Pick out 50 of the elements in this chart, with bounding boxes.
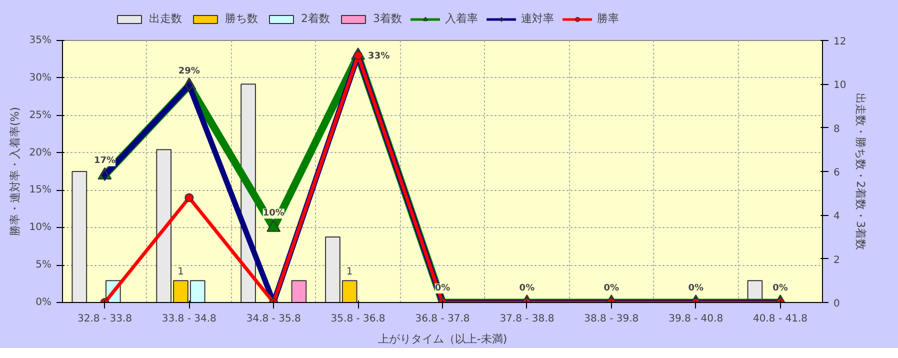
legend-label: 出走数 [149,11,182,26]
y2-tick-label: 2 [834,254,840,266]
x-tick-label: 40.8 - 41.8 [753,314,808,324]
y2-tick-label: 0 [834,298,840,310]
y2-tick-label: 12 [834,36,846,48]
y2-axis-title: 出走数・勝ち数・2着数・3着数 [854,93,868,250]
y-tick-label: 10% [29,222,52,234]
x-tick-label: 35.8 - 36.8 [330,314,386,324]
data-label: 1 [346,266,353,278]
point [185,80,194,92]
data-label: 0% [519,284,535,294]
legend-label: 勝ち数 [225,11,258,26]
y-tick-label: 20% [29,147,52,158]
bar [72,171,88,302]
data-label: 0% [772,284,788,294]
legend-label: 連対率 [521,11,554,26]
data-label: 0% [604,284,620,294]
data-label: 33% [368,51,390,62]
legend-label: 勝率 [597,11,619,26]
y2-tick-label: 10 [834,80,846,92]
y-tick-label: 25% [29,110,52,121]
x-tick-label: 39.8 - 40.8 [668,314,724,324]
point [266,220,281,232]
data-label: 0% [434,284,450,294]
x-tick-label: 33.8 - 34.8 [162,314,216,324]
data-label: 17% [94,156,116,166]
data-label: 29% [178,66,200,76]
x-tick-label: 34.8 - 35.8 [246,314,301,324]
legend-label: 2着数 [301,11,330,26]
data-label: 0% [688,284,704,294]
x-tick-label: 36.8 - 37.8 [415,314,470,324]
x-tick-label: 38.8 - 39.8 [584,314,639,324]
y-tick-label: 30% [29,72,52,84]
y2-tick-label: 4 [834,211,840,222]
y-tick-label: 35% [29,35,52,46]
y-tick-label: 0% [36,297,52,308]
data-label: 1 [178,266,184,278]
data-label: 10% [262,208,284,219]
point [100,169,109,181]
y-tick-label: 5% [36,260,52,271]
x-axis-title: 上がりタイム（以上-未満) [378,332,508,346]
bar [291,280,307,302]
y2-tick-label: 6 [834,168,840,178]
x-tick-label: 32.8 - 33.8 [77,314,132,324]
y-tick-label: 15% [29,184,52,196]
y2-tick-label: 8 [834,124,840,135]
legend-label: 入着率 [445,11,478,26]
legend-label: 3着数 [373,11,402,26]
x-tick-label: 37.8 - 38.8 [500,314,554,324]
y-axis-title: 勝率・連対率・入着率(%) [8,106,22,236]
